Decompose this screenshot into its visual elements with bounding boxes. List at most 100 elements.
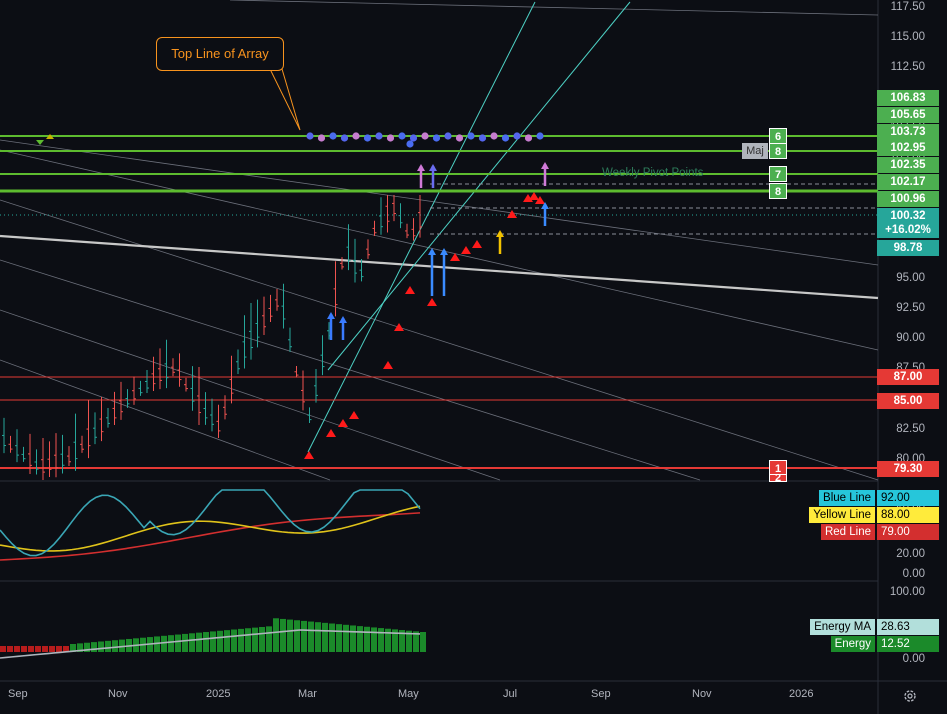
array-dot [421,132,429,140]
maj-badge: Maj [742,143,768,159]
energy-bar [280,618,286,652]
energy-bar [259,626,265,652]
energy-bar [91,642,97,652]
array-dot [490,132,498,140]
energy-bar [287,619,293,652]
price-label: 102.95 [877,140,939,156]
array-dot [432,134,441,142]
array-dot [478,134,487,142]
price-tick: 82.50 [896,423,925,435]
price-tick: 112.50 [890,61,925,73]
array-dot [513,132,521,140]
array-dot [352,132,360,140]
energy-bar [392,629,398,652]
oscillator-legend-value: 79.00 [877,524,939,540]
energy-bar [406,630,412,652]
price-label: 103.73 [877,124,939,140]
energy-bar [42,646,48,652]
energy-bar [336,624,342,652]
time-tick: Mar [298,688,317,700]
time-tick: 2026 [789,688,814,700]
array-dot [398,132,406,140]
signal-triangle [427,298,437,306]
energy-bar [189,633,195,652]
energy-bar [364,626,370,652]
energy-bar [35,646,41,652]
oscillator-line [0,489,421,557]
energy-bar [343,624,349,652]
energy-bar [273,618,279,652]
time-tick: Nov [692,688,712,700]
price-label: 106.83 [877,90,939,106]
arrow-up-icon [541,202,549,209]
signal-triangle [383,361,393,369]
energy-bar [357,626,363,652]
gear-icon[interactable] [902,688,918,704]
time-tick: Nov [108,688,128,700]
energy-bar [399,630,405,652]
price-label: 100.96 [877,191,939,207]
oscillator-tick: 20.00 [896,548,925,560]
energy-bar [105,640,111,652]
energy-bar [196,632,202,652]
array-dot [340,134,349,142]
arrow-up-icon [417,164,425,171]
arrow-up-icon [327,312,335,319]
oscillator-legend-value: 88.00 [877,507,939,523]
energy-bar [63,646,69,652]
level-number: 8 [769,183,787,199]
energy-bar [28,646,34,652]
price-label: 100.32 [877,208,939,224]
trend-lines [0,0,879,481]
energy-bar [119,639,125,652]
time-tick: Sep [8,688,28,700]
energy-bar [168,635,174,652]
signal-triangle [529,192,539,200]
price-label: 85.00 [877,393,939,409]
signal-arrows [327,162,549,340]
energy-bar [266,626,272,652]
price-label: 105.65 [877,107,939,123]
energy-bar [175,634,181,652]
pivot-text: Weekly Pivot Points [602,167,704,179]
energy-bar [7,646,13,652]
energy-bar [210,631,216,652]
array-dot [444,132,452,140]
energy-bar [0,646,6,652]
energy-bar [182,633,188,652]
array-dot [363,134,372,142]
price-label: 98.78 [877,240,939,256]
energy-panel [0,618,426,659]
energy-bar [56,646,62,652]
energy-bar [252,627,258,652]
energy-legend-value: 12.52 [877,636,939,652]
energy-bar [70,644,76,652]
arrow-up-icon [541,162,549,169]
energy-bar [315,622,321,652]
energy-bar [350,625,356,652]
array-dot [317,134,326,142]
signal-triangle [304,451,314,459]
energy-bar [112,640,118,652]
signal-triangle [472,240,482,248]
signal-triangle [450,253,460,261]
oscillator-tick: 0.00 [902,568,925,580]
callout-pointer [269,68,301,131]
energy-bar [217,630,223,652]
trend-line-main [0,234,879,300]
price-label: 79.30 [877,461,939,477]
annotation-callout[interactable]: Top Line of Array [156,37,284,71]
energy-bar [14,646,20,652]
price-label: 87.00 [877,369,939,385]
level-number: 8 [769,143,787,159]
signal-triangle [507,210,517,218]
energy-bar [329,623,335,652]
array-dot [329,132,337,140]
price-tick: 115.00 [890,31,925,43]
oscillator-legend-name: Yellow Line [809,507,875,523]
energy-bar [413,631,419,652]
array-dot [306,132,314,140]
energy-bar [378,628,384,652]
arrow-up-icon [440,248,448,255]
